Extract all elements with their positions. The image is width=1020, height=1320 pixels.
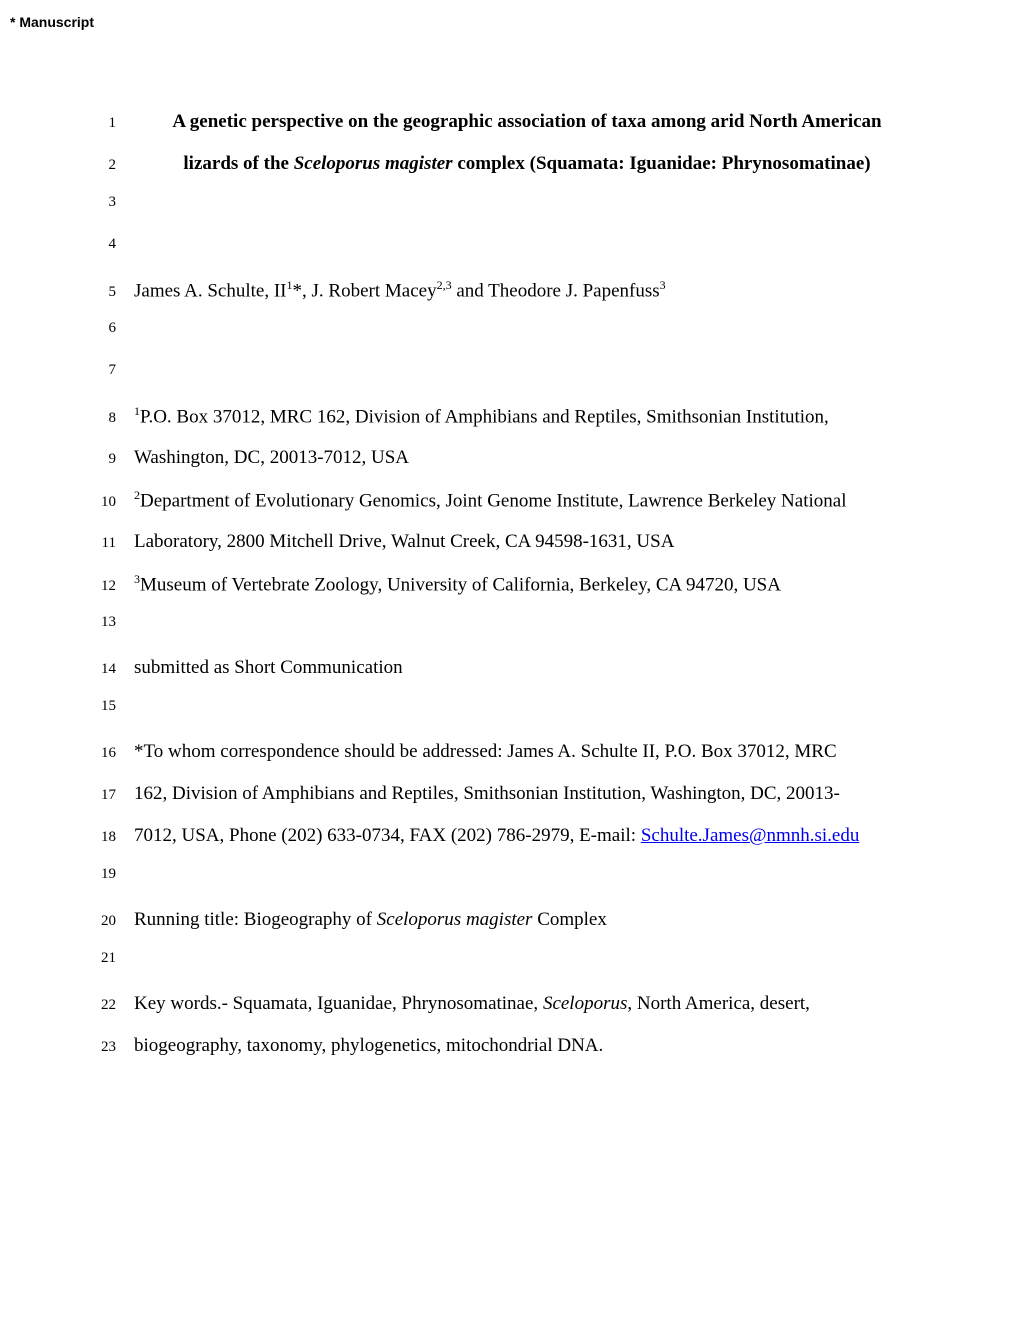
manuscript-tag: * Manuscript (10, 14, 94, 30)
running-post: Complex (532, 909, 606, 930)
running-pre: Running title: Biogeography of (134, 909, 377, 930)
line-number: 23 (88, 1039, 116, 1056)
correspondence-2: 162, Division of Amphibians and Reptiles… (134, 782, 840, 807)
author-2: J. Robert Macey (312, 280, 437, 301)
line-number: 10 (88, 494, 116, 511)
affiliation-2b: Laboratory, 2800 Mitchell Drive, Walnut … (134, 530, 674, 555)
line-number: 3 (88, 194, 116, 211)
author-1-star: * (293, 280, 303, 301)
correspondence-prefix: 7012, USA, Phone (202) 633-0734, FAX (20… (134, 825, 641, 846)
line-number: 17 (88, 787, 116, 804)
line-number: 8 (88, 410, 116, 427)
correspondence-3: 7012, USA, Phone (202) 633-0734, FAX (20… (134, 824, 859, 849)
line-12: 12 3Museum of Vertebrate Zoology, Univer… (88, 572, 920, 614)
line-number: 9 (88, 451, 116, 468)
line-3: 3 (88, 194, 920, 236)
line-18: 18 7012, USA, Phone (202) 633-0734, FAX … (88, 824, 920, 866)
line-number: 21 (88, 950, 116, 967)
title-line-1: A genetic perspective on the geographic … (134, 110, 920, 135)
keywords-2: biogeography, taxonomy, phylogenetics, m… (134, 1034, 603, 1059)
line-number: 14 (88, 661, 116, 678)
line-number: 1 (88, 115, 116, 132)
title2-post: complex (Squamata: Iguanidae: Phrynosoma… (453, 153, 871, 174)
title-line-2: lizards of the Sceloporus magister compl… (134, 152, 920, 177)
line-4: 4 (88, 236, 920, 278)
line-number: 11 (88, 535, 116, 552)
line-17: 17 162, Division of Amphibians and Repti… (88, 782, 920, 824)
line-6: 6 (88, 320, 920, 362)
keywords-pre: Key words.- Squamata, Iguanidae, Phrynos… (134, 993, 543, 1014)
line-2: 2 lizards of the Sceloporus magister com… (88, 152, 920, 194)
line-11: 11 Laboratory, 2800 Mitchell Drive, Waln… (88, 530, 920, 572)
line-21: 21 (88, 950, 920, 992)
line-number: 15 (88, 698, 116, 715)
title2-italic: Sceloporus magister (294, 153, 453, 174)
aff-text: Department of Evolutionary Genomics, Joi… (140, 490, 846, 511)
line-8: 8 1P.O. Box 37012, MRC 162, Division of … (88, 404, 920, 446)
line-number: 5 (88, 284, 116, 301)
line-22: 22 Key words.- Squamata, Iguanidae, Phry… (88, 992, 920, 1034)
correspondence-1: *To whom correspondence should be addres… (134, 740, 837, 765)
line-number: 16 (88, 745, 116, 762)
affiliation-3: 3Museum of Vertebrate Zoology, Universit… (134, 572, 781, 598)
line-number: 13 (88, 614, 116, 631)
affiliation-1b: Washington, DC, 20013-7012, USA (134, 446, 409, 471)
line-15: 15 (88, 698, 920, 740)
line-number: 2 (88, 157, 116, 174)
correspondence-email-link[interactable]: Schulte.James@nmnh.si.edu (641, 825, 860, 846)
line-number: 6 (88, 320, 116, 337)
line-1: 1 A genetic perspective on the geographi… (88, 110, 920, 152)
keywords-italic: Sceloporus (543, 993, 627, 1014)
author-1: James A. Schulte, II (134, 280, 287, 301)
line-13: 13 (88, 614, 920, 656)
line-number: 7 (88, 362, 116, 379)
line-number: 18 (88, 829, 116, 846)
line-7: 7 (88, 362, 920, 404)
author-3: Theodore J. Papenfuss (488, 280, 660, 301)
line-14: 14 submitted as Short Communication (88, 656, 920, 698)
line-16: 16 *To whom correspondence should be add… (88, 740, 920, 782)
running-title: Running title: Biogeography of Sceloporu… (134, 908, 607, 933)
line-9: 9 Washington, DC, 20013-7012, USA (88, 446, 920, 488)
author-3-sup: 3 (660, 278, 666, 292)
aff-text: Museum of Vertebrate Zoology, University… (140, 574, 781, 595)
line-5: 5 James A. Schulte, II1*, J. Robert Mace… (88, 278, 920, 320)
submission-type: submitted as Short Communication (134, 656, 403, 681)
running-italic: Sceloporus magister (377, 909, 533, 930)
title2-pre: lizards of the (183, 153, 293, 174)
line-10: 10 2Department of Evolutionary Genomics,… (88, 488, 920, 530)
manuscript-page: 1 A genetic perspective on the geographi… (88, 110, 920, 1076)
affiliation-2a: 2Department of Evolutionary Genomics, Jo… (134, 488, 846, 514)
authors-line: James A. Schulte, II1*, J. Robert Macey2… (134, 278, 666, 304)
author-2-sup: 2,3 (437, 278, 452, 292)
line-20: 20 Running title: Biogeography of Scelop… (88, 908, 920, 950)
line-number: 20 (88, 913, 116, 930)
keywords-1: Key words.- Squamata, Iguanidae, Phrynos… (134, 992, 810, 1017)
sep: and (452, 280, 489, 301)
line-number: 12 (88, 578, 116, 595)
line-number: 4 (88, 236, 116, 253)
line-number: 19 (88, 866, 116, 883)
keywords-post: , North America, desert, (627, 993, 810, 1014)
sep: , (302, 280, 312, 301)
affiliation-1a: 1P.O. Box 37012, MRC 162, Division of Am… (134, 404, 829, 430)
line-number: 22 (88, 997, 116, 1014)
aff-text: P.O. Box 37012, MRC 162, Division of Amp… (140, 406, 829, 427)
line-23: 23 biogeography, taxonomy, phylogenetics… (88, 1034, 920, 1076)
line-19: 19 (88, 866, 920, 908)
